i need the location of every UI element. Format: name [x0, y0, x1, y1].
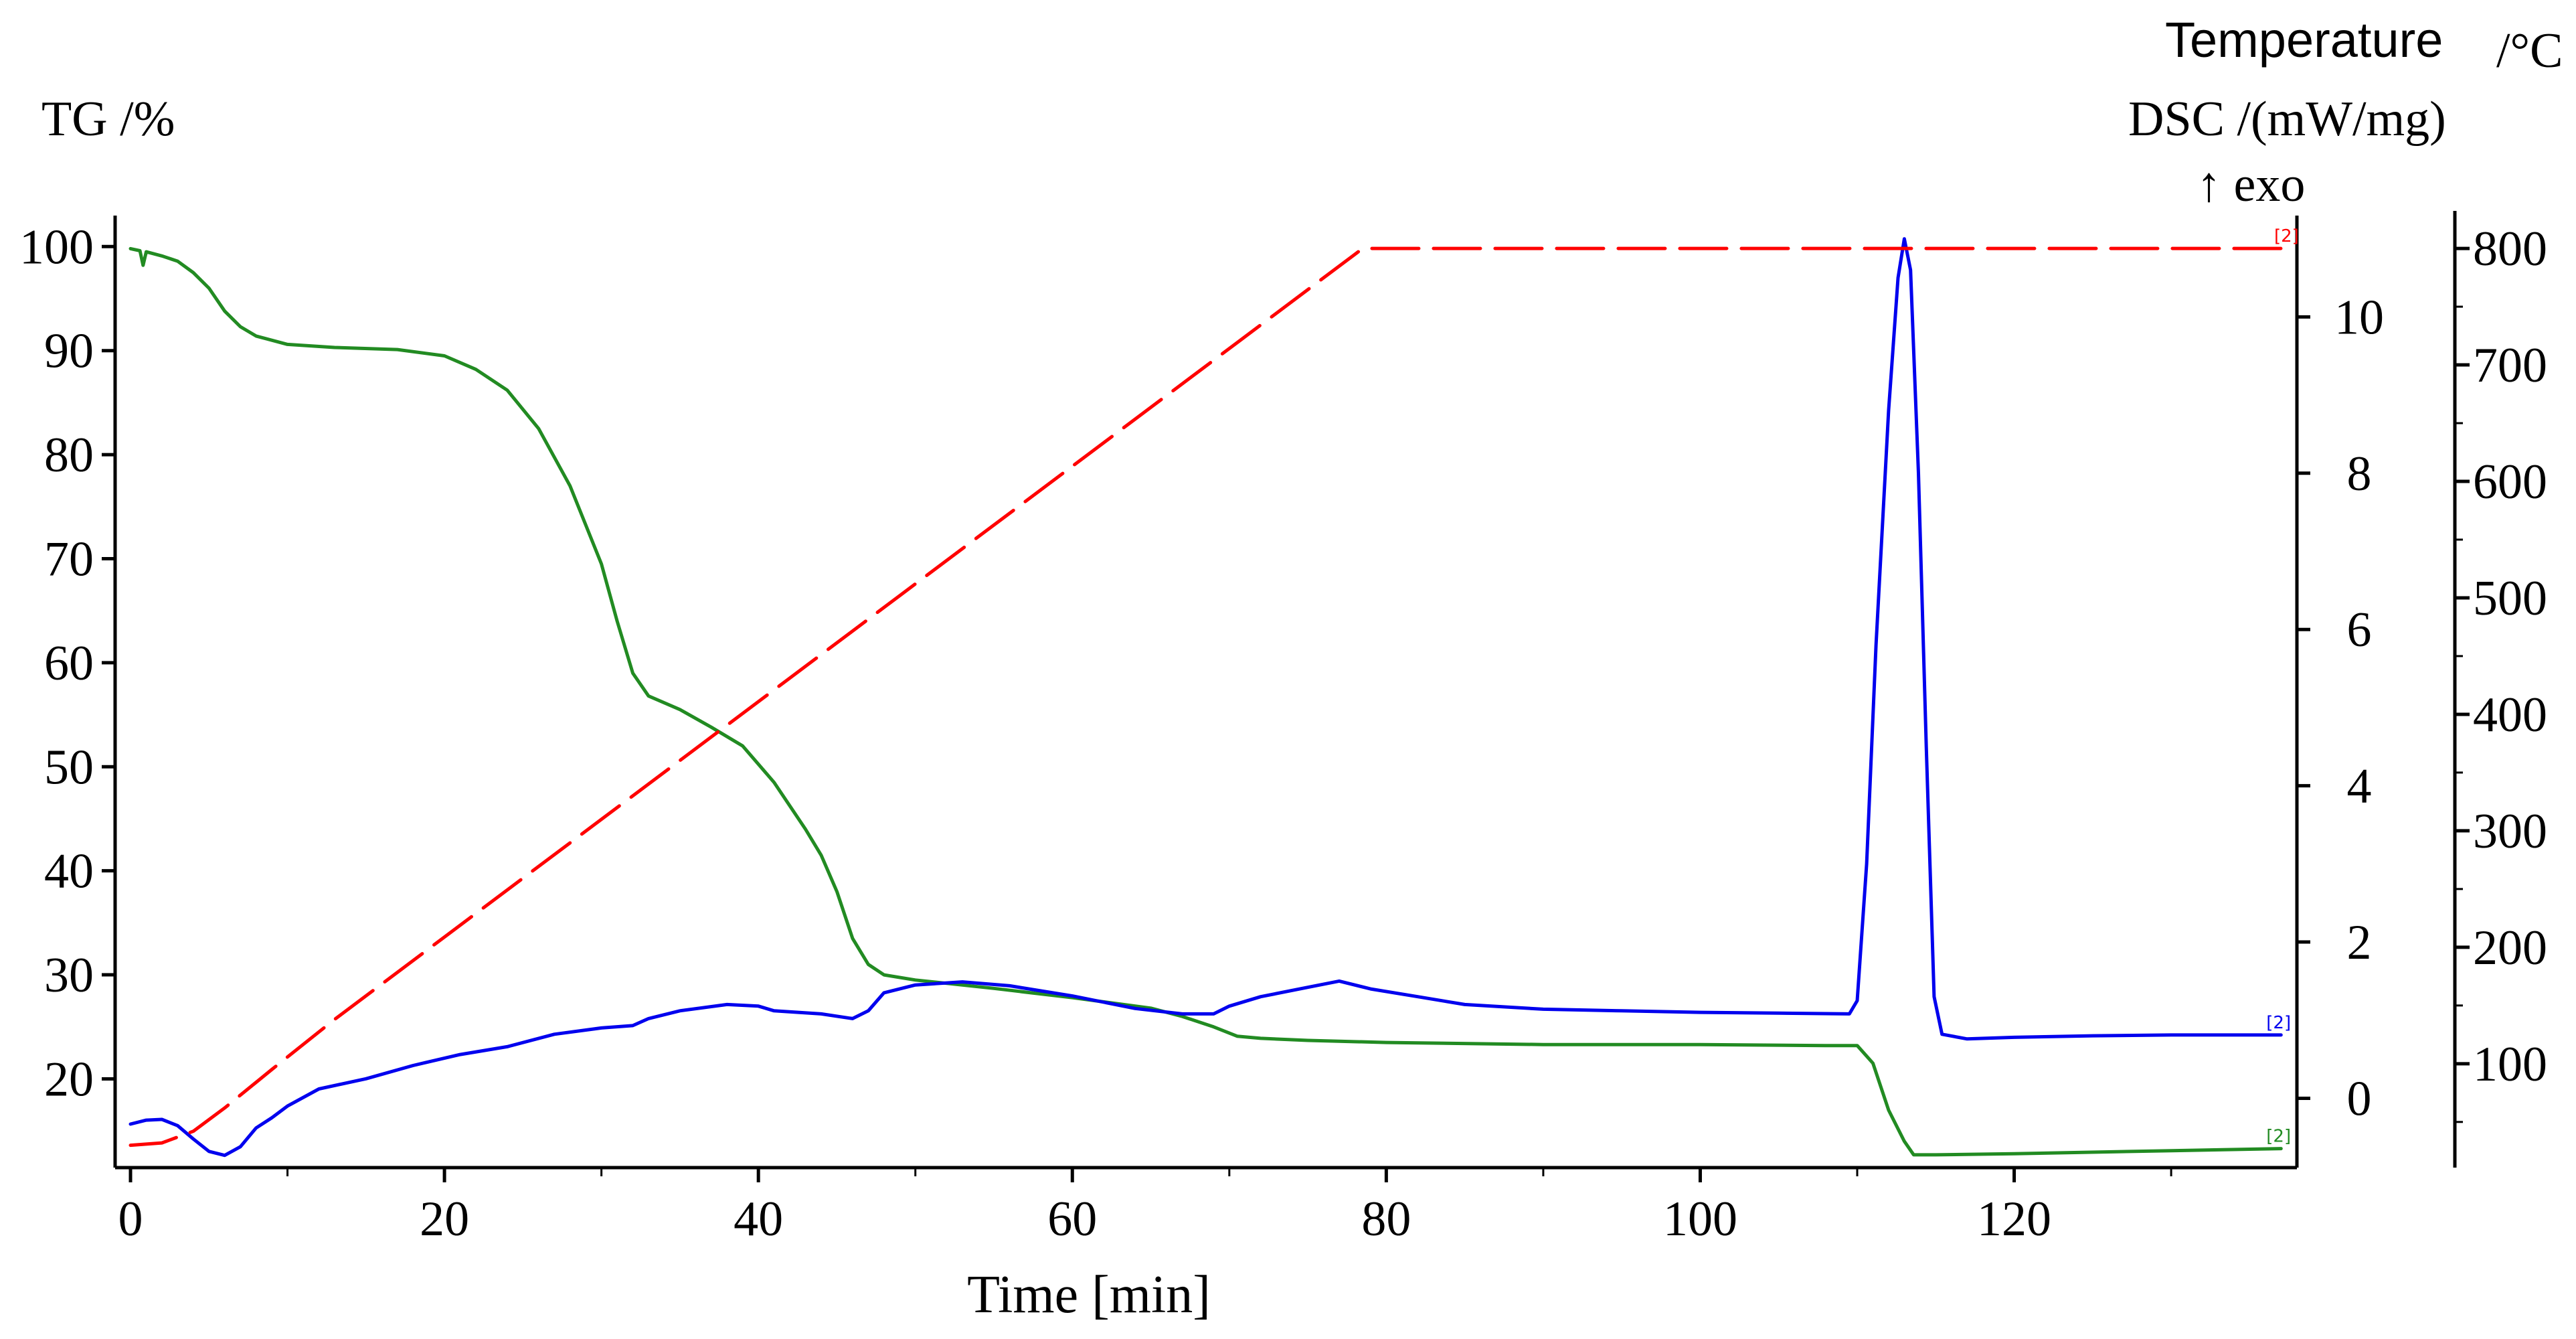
series-end-tag-dsc: [2] — [2266, 1013, 2291, 1033]
dsc-tick-label: 10 — [2334, 290, 2384, 345]
x-tick-label: 20 — [420, 1192, 469, 1247]
x-tick-label: 0 — [118, 1192, 143, 1247]
x-ticks: 0 20 40 60 80 100 120 — [118, 1168, 2172, 1247]
dsc-axis-title: DSC /(mW/mg) — [2128, 92, 2446, 147]
temp-tick-label: 400 — [2473, 688, 2547, 742]
tg-tick-label: 20 — [44, 1052, 94, 1107]
temp-tick-label: 800 — [2473, 222, 2547, 277]
temp-ticks: 100 200 300 400 500 600 700 800 — [2455, 222, 2547, 1123]
temp-tick-label: 200 — [2473, 921, 2547, 975]
x-tick-label: 100 — [1663, 1192, 1737, 1247]
temp-tick-label: 600 — [2473, 455, 2547, 509]
dsc-tick-label: 2 — [2347, 915, 2372, 970]
dsc-tick-label: 6 — [2347, 603, 2372, 657]
dsc-ticks: 0 2 4 6 8 10 — [2297, 290, 2384, 1126]
series-end-tag-tg: [2] — [2266, 1127, 2291, 1147]
tg-tick-label: 100 — [19, 220, 94, 274]
temperature-unit-label: /°C — [2496, 23, 2563, 78]
series-line-temperature — [128, 246, 2291, 1148]
dsc-tick-label: 8 — [2347, 447, 2372, 501]
x-tick-label: 40 — [734, 1192, 783, 1247]
series-end-tag-temperature: [2] — [2274, 226, 2299, 246]
axes-layer — [113, 211, 2457, 1170]
x-tick-label: 80 — [1361, 1192, 1411, 1247]
temp-tick-label: 300 — [2473, 804, 2547, 859]
end-tags: [2] [2] [2] — [2266, 226, 2299, 1146]
x-tick-label: 120 — [1977, 1192, 2051, 1247]
tg-tick-label: 60 — [44, 636, 94, 691]
temp-tick-label: 100 — [2473, 1037, 2547, 1092]
x-tick-label: 60 — [1047, 1192, 1097, 1247]
tg-tick-label: 40 — [44, 844, 94, 899]
tg-tick-label: 30 — [44, 948, 94, 1003]
exo-label: ↑ exo — [2197, 157, 2305, 212]
temperature-axis-title: Temperature — [2165, 12, 2443, 68]
x-axis-title: Time [min] — [967, 1265, 1211, 1324]
tg-tick-label: 50 — [44, 740, 94, 795]
series-line-dsc — [128, 237, 2283, 1158]
dsc-tick-label: 0 — [2347, 1071, 2372, 1126]
series-line-tg — [128, 246, 2283, 1157]
plot-series — [128, 237, 2291, 1158]
temp-tick-label: 700 — [2473, 338, 2547, 393]
tg-tick-label: 80 — [44, 428, 94, 483]
temp-tick-label: 500 — [2473, 571, 2547, 626]
tg-tick-label: 70 — [44, 532, 94, 586]
dsc-tick-label: 4 — [2347, 759, 2372, 814]
tg-ticks: 20 30 40 50 60 70 80 90 100 — [19, 220, 115, 1107]
tg-tick-label: 90 — [44, 324, 94, 379]
tg-axis-title: TG /% — [41, 92, 175, 147]
